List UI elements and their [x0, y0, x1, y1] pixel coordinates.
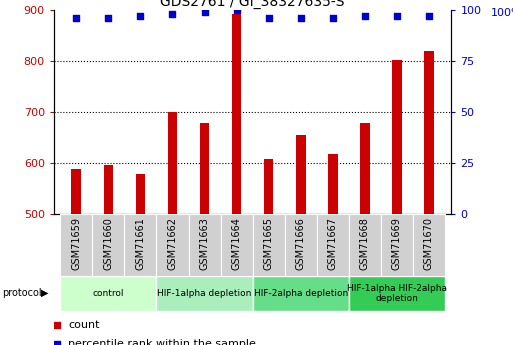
- Text: GSM71669: GSM71669: [392, 217, 402, 270]
- Bar: [253, 276, 349, 310]
- Bar: [189, 214, 221, 276]
- Text: protocol: protocol: [3, 288, 42, 298]
- Bar: [156, 276, 253, 310]
- Point: [262, 254, 270, 260]
- Bar: [285, 214, 317, 276]
- Point: [168, 12, 176, 17]
- Bar: [360, 123, 370, 214]
- Text: GSM71660: GSM71660: [104, 217, 113, 270]
- Text: GSM71666: GSM71666: [296, 217, 306, 270]
- Text: GSM71662: GSM71662: [168, 217, 177, 270]
- Bar: [135, 174, 145, 214]
- Bar: [317, 214, 349, 276]
- Point: [425, 14, 433, 19]
- Bar: [168, 112, 177, 214]
- Text: GSM71663: GSM71663: [200, 217, 209, 270]
- Bar: [424, 51, 434, 214]
- Point: [297, 16, 305, 21]
- Title: GDS2761 / GI_38327635-S: GDS2761 / GI_38327635-S: [161, 0, 345, 9]
- Bar: [71, 169, 81, 214]
- Text: HIF-2alpha depletion: HIF-2alpha depletion: [253, 289, 348, 298]
- Text: GSM71659: GSM71659: [71, 217, 81, 270]
- Text: HIF-1alpha depletion: HIF-1alpha depletion: [157, 289, 252, 298]
- Bar: [125, 214, 156, 276]
- Bar: [264, 159, 273, 214]
- Point: [262, 82, 270, 87]
- Point: [104, 16, 112, 21]
- Bar: [349, 276, 445, 310]
- Bar: [296, 135, 306, 214]
- Bar: [61, 214, 92, 276]
- Bar: [156, 214, 189, 276]
- Text: HIF-1alpha HIF-2alpha
depletion: HIF-1alpha HIF-2alpha depletion: [347, 284, 447, 303]
- Text: GSM71670: GSM71670: [424, 217, 434, 270]
- Bar: [221, 214, 253, 276]
- Text: GSM71661: GSM71661: [135, 217, 145, 270]
- Bar: [381, 214, 413, 276]
- Text: control: control: [93, 289, 124, 298]
- Text: GSM71664: GSM71664: [232, 217, 242, 270]
- Point: [361, 14, 369, 19]
- Point: [265, 16, 273, 21]
- Bar: [232, 14, 242, 214]
- Bar: [61, 276, 156, 310]
- Text: GSM71665: GSM71665: [264, 217, 273, 270]
- Bar: [392, 60, 402, 214]
- Point: [232, 8, 241, 13]
- Text: count: count: [68, 319, 100, 329]
- Point: [201, 10, 209, 15]
- Bar: [328, 154, 338, 214]
- Bar: [349, 214, 381, 276]
- Text: GSM71667: GSM71667: [328, 217, 338, 270]
- Point: [136, 14, 145, 19]
- Bar: [104, 165, 113, 214]
- Point: [72, 16, 81, 21]
- Bar: [413, 214, 445, 276]
- Point: [329, 16, 337, 21]
- Text: 100%: 100%: [490, 8, 513, 18]
- Text: GSM71668: GSM71668: [360, 217, 370, 270]
- Text: percentile rank within the sample: percentile rank within the sample: [68, 338, 256, 345]
- Text: ▶: ▶: [41, 288, 49, 298]
- Bar: [253, 214, 285, 276]
- Point: [393, 14, 401, 19]
- Bar: [200, 123, 209, 214]
- Bar: [92, 214, 124, 276]
